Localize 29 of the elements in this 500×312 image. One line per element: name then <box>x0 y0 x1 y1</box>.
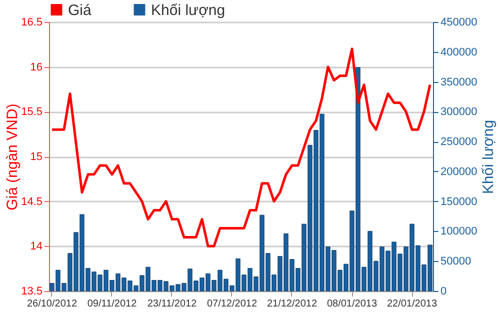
y2-tick-label: 400000 <box>440 46 478 58</box>
x-tick-label: 09/11/2012 <box>87 298 138 310</box>
x-tick-label: 07/12/2012 <box>206 298 258 310</box>
line-series <box>50 48 432 248</box>
y-tick-label: 16.5 <box>21 16 42 28</box>
y2-tick-label: 50000 <box>440 256 472 268</box>
y-tick-label: 14.5 <box>21 196 42 208</box>
x-tick-label: 26/10/2012 <box>26 298 78 310</box>
y-tick-label: 15.5 <box>21 106 42 118</box>
y2-tick-label: 450000 <box>440 16 478 28</box>
y-tick-label: 15 <box>30 151 42 163</box>
y2-tick-label: 100000 <box>440 226 478 238</box>
legend-label: Khối lượng <box>151 2 226 19</box>
y2-tick-label: 350000 <box>440 76 478 88</box>
y2-tick-label: 200000 <box>440 166 478 178</box>
y2-tick-label: 250000 <box>440 136 478 148</box>
y2-tick-label: 0 <box>440 286 447 298</box>
y2-tick-label: 150000 <box>440 196 478 208</box>
y-axis-title: Giá (ngàn VND) <box>4 104 22 210</box>
y-tick-label: 13.5 <box>21 286 42 298</box>
x-tick-label: 23/11/2012 <box>147 298 198 310</box>
x-tick-label: 22/01/2013 <box>386 298 438 310</box>
y2-tick-label: 300000 <box>440 106 478 118</box>
x-tick-label: 21/12/2012 <box>266 298 318 310</box>
legend-label: Giá <box>68 2 92 19</box>
y-tick-label: 16 <box>30 61 42 74</box>
x-tick-label: 08/01/2013 <box>326 298 378 310</box>
y-tick-label: 14 <box>30 240 42 253</box>
y2-axis-title: Khối lượng <box>480 120 498 194</box>
